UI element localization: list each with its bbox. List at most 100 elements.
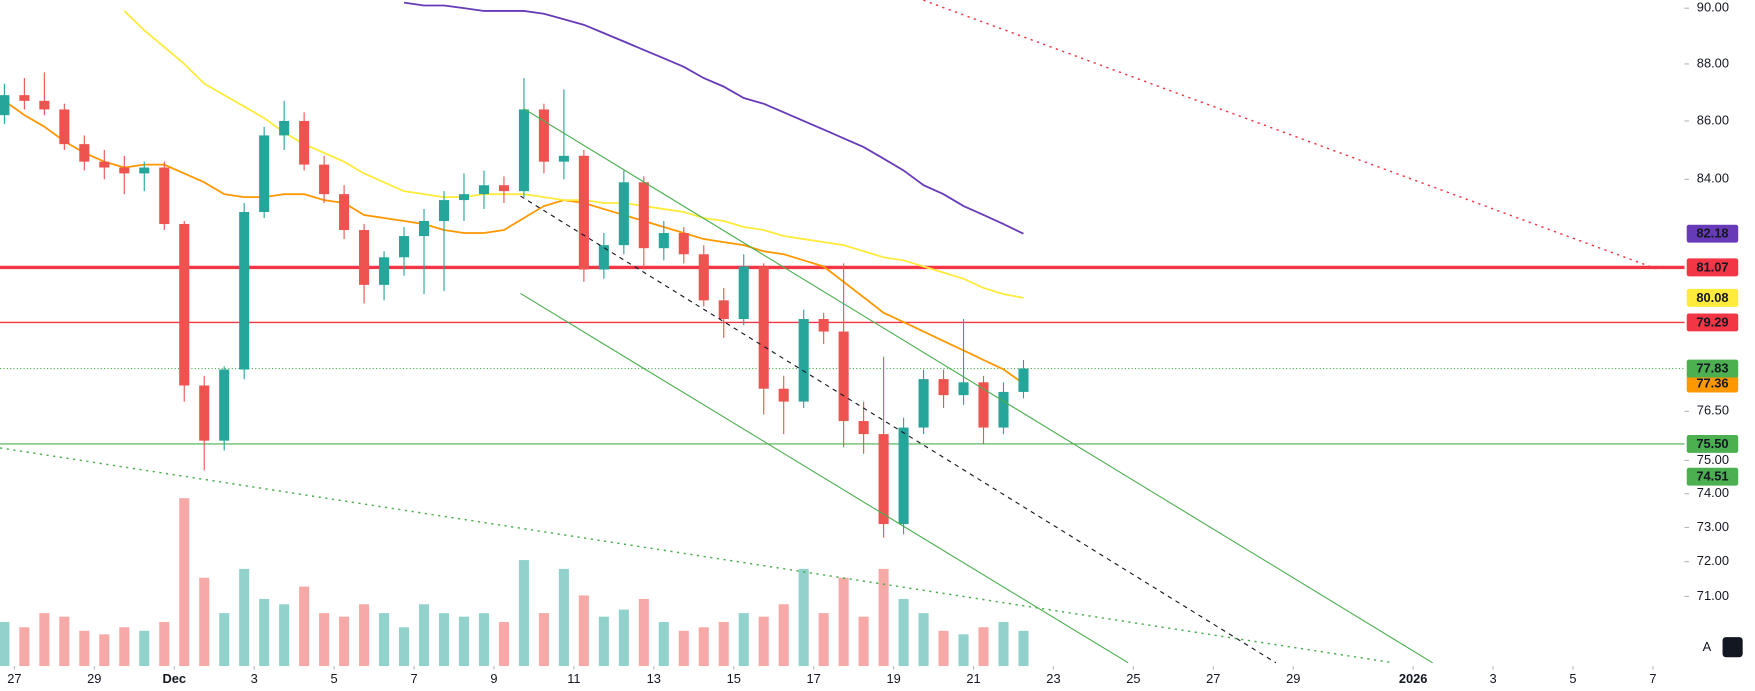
volume-bar — [618, 609, 629, 667]
volume-bar — [39, 613, 50, 667]
candle-body — [259, 135, 270, 213]
candle-body — [179, 224, 190, 386]
volume-bar — [838, 577, 849, 667]
candle-body — [678, 233, 689, 255]
x-tick-label: 19 — [886, 671, 900, 686]
candle-body — [718, 300, 729, 320]
x-tick-label: 3 — [1489, 671, 1496, 686]
candle-body — [79, 144, 90, 162]
volume-bar — [299, 586, 310, 667]
candle-body — [838, 331, 849, 422]
candle-body — [558, 155, 569, 162]
volume-bar — [319, 613, 330, 667]
candle-body — [139, 167, 150, 174]
price-axis-bg — [1684, 0, 1755, 691]
volume-bar — [518, 560, 529, 667]
volume-bar — [678, 630, 689, 667]
volume-bar — [199, 577, 210, 667]
candle-body — [119, 167, 130, 174]
x-tick-label: 2026 — [1399, 671, 1428, 686]
candle-body — [498, 185, 509, 192]
volume-bar — [399, 627, 410, 667]
scale-button-bg[interactable] — [1722, 637, 1743, 658]
x-tick-label: 11 — [567, 671, 580, 686]
volume-bar — [239, 568, 250, 667]
candle-body — [59, 109, 70, 145]
price-label-bg — [1686, 258, 1739, 277]
x-tick-label: 7 — [410, 671, 417, 686]
volume-bar — [219, 613, 230, 667]
x-tick-label: 23 — [1046, 671, 1060, 686]
candle-body — [359, 230, 370, 285]
candle-body — [1018, 368, 1029, 392]
candles — [0, 72, 1029, 538]
candle-body — [858, 421, 869, 435]
volume-bar — [698, 627, 709, 667]
moving-average — [403, 1, 1024, 235]
price-label-bg — [1686, 467, 1739, 486]
scale-button[interactable]: L — [1729, 639, 1736, 654]
candle-body — [299, 120, 310, 165]
volume-bar — [758, 616, 769, 667]
volume-bar — [438, 613, 450, 667]
price-label-bg — [1686, 288, 1739, 307]
x-tick-label: 15 — [727, 671, 741, 686]
price-label: 80.08 — [1696, 290, 1728, 305]
volume-bar — [139, 630, 150, 667]
x-tick-label: 13 — [647, 671, 661, 686]
volume-bar — [478, 613, 490, 667]
x-tick-label: 7 — [1649, 671, 1656, 686]
candle-body — [99, 161, 110, 168]
x-tick-label: 5 — [331, 671, 338, 686]
candle-body — [578, 155, 589, 270]
candle-body — [458, 194, 470, 201]
volume-bar — [279, 604, 290, 667]
resistance-trendline — [923, 0, 1657, 270]
volume-bar — [119, 627, 130, 667]
volume-bar — [79, 630, 90, 667]
candle-body — [19, 95, 30, 101]
x-tick-label: 5 — [1569, 671, 1576, 686]
candle-body — [399, 236, 410, 258]
x-tick-label: 9 — [490, 671, 497, 686]
volume-bar — [718, 621, 729, 667]
y-tick-label: 72.00 — [1697, 553, 1729, 568]
candle-body — [978, 382, 989, 428]
y-tick-label: 71.00 — [1697, 588, 1729, 603]
moving-averages — [3, 1, 1024, 385]
candle-body — [778, 388, 789, 402]
volume-bar — [858, 616, 869, 667]
candle-body — [638, 182, 649, 249]
volume-bar — [19, 627, 30, 667]
x-tick-label: 29 — [1286, 671, 1300, 686]
volume-bar — [498, 621, 509, 667]
volume-bar — [259, 598, 270, 667]
scale-button[interactable]: A — [1703, 639, 1712, 654]
x-tick-label: 25 — [1126, 671, 1140, 686]
candle-body — [379, 257, 390, 285]
volume-bar — [638, 598, 649, 667]
channel-upper — [523, 108, 1433, 664]
volume-bar — [938, 630, 949, 667]
candle-body — [938, 379, 949, 396]
price-label: 77.83 — [1696, 361, 1728, 376]
volume-pane — [0, 498, 1029, 667]
candle-body — [818, 319, 829, 332]
volume-bar — [658, 621, 669, 667]
y-tick-label: 74.00 — [1697, 485, 1729, 500]
time-axis-bg — [0, 666, 1685, 691]
candle-body — [618, 182, 629, 246]
price-label: 75.50 — [1696, 436, 1728, 451]
volume-bar — [558, 568, 569, 667]
price-label: 81.07 — [1696, 259, 1728, 274]
y-tick-label: 73.00 — [1697, 519, 1729, 534]
x-tick-label: 27 — [1206, 671, 1220, 686]
candle-body — [958, 382, 969, 396]
candle-body — [418, 221, 430, 237]
candle-body — [898, 427, 909, 525]
volume-bar — [778, 604, 789, 667]
trend-drawings — [0, 0, 1657, 664]
price-label-bg — [1686, 224, 1739, 243]
